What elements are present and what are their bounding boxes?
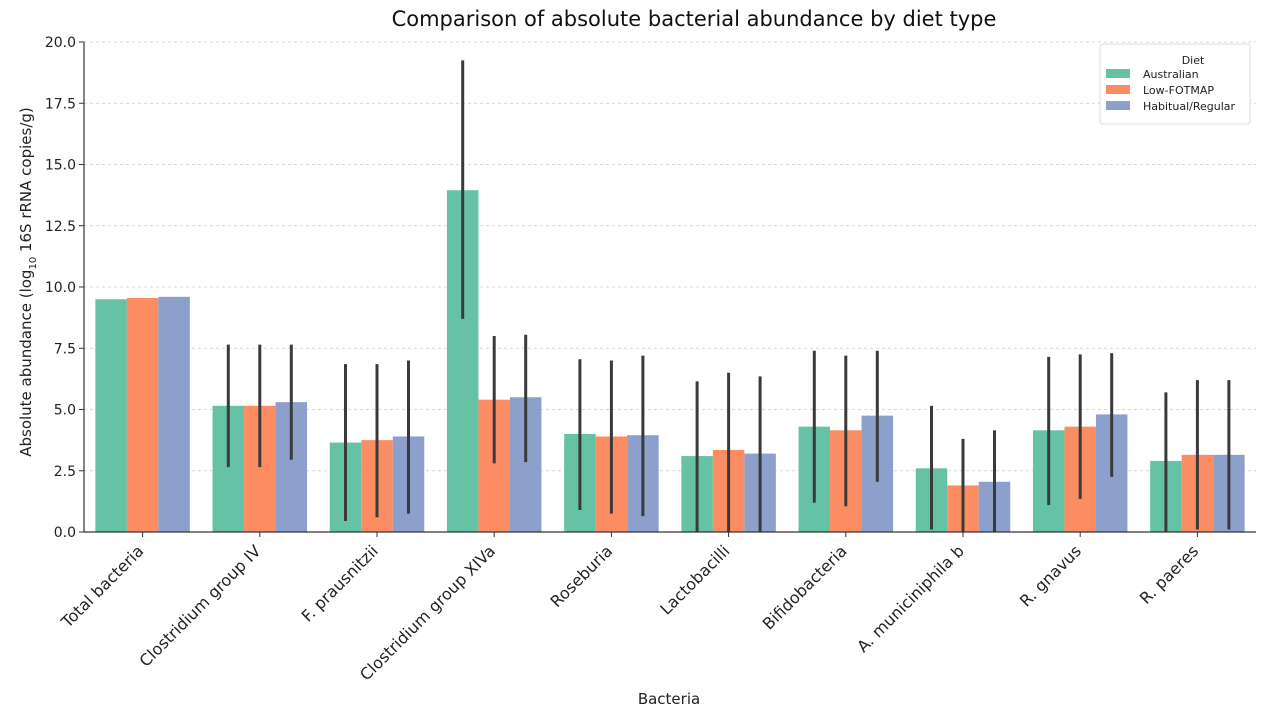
y-tick-label: 17.5	[45, 96, 76, 112]
error-bars	[226, 60, 1231, 532]
y-tick-label: 0.0	[54, 525, 76, 541]
legend-swatch	[1106, 85, 1130, 94]
bar	[126, 298, 159, 532]
y-tick-label: 20.0	[45, 35, 76, 51]
bar	[158, 296, 190, 532]
legend-title: Diet	[1182, 54, 1205, 67]
y-axis-label-rest: 16S rRNA copies/g)	[17, 107, 35, 257]
y-tick-labels: 0.0 2.5 5.0 7.5 10.0 12.5 15.0 17.5 20.0	[45, 35, 84, 541]
bar	[95, 299, 127, 532]
y-tick-label: 2.5	[54, 464, 76, 480]
y-axis-label-main: Absolute abundance (log	[17, 270, 35, 457]
legend-swatch	[1106, 101, 1130, 110]
y-tick-label: 5.0	[54, 403, 76, 419]
y-axis-label-subscript: 10	[28, 257, 39, 270]
legend-label: Australian	[1143, 68, 1199, 81]
x-tick-label: Roseburia	[547, 541, 617, 611]
x-axis-label: Bacteria	[638, 690, 700, 708]
x-tick-label: Total bacteria	[57, 541, 148, 632]
y-axis-label: Absolute abundance (log10 16S rRNA copie…	[17, 107, 39, 457]
legend-swatch	[1106, 69, 1130, 78]
x-tick-label: Bifidobacteria	[759, 541, 851, 633]
y-tick-label: 7.5	[54, 341, 76, 357]
legend-label: Habitual/Regular	[1143, 100, 1236, 113]
x-tick-label: A. municiniphila b	[853, 541, 968, 656]
bars	[95, 190, 1245, 532]
x-tick-label: Clostridium group XIVa	[356, 541, 499, 684]
y-tick-label: 12.5	[45, 219, 76, 235]
y-tick-label: 10.0	[45, 280, 76, 296]
x-tick-label: F. prausnitzii	[298, 541, 382, 625]
x-tick-label: Lactobacilli	[656, 541, 733, 618]
chart-title: Comparison of absolute bacterial abundan…	[392, 7, 997, 31]
y-tick-label: 15.0	[45, 158, 76, 174]
legend-label: Low-FOTMAP	[1143, 84, 1214, 97]
legend-items: Australian Low-FOTMAP Habitual/Regular	[1106, 68, 1236, 113]
x-tick-label: R. gnavus	[1016, 541, 1085, 610]
legend-frame	[1099, 43, 1251, 125]
x-tick-label: Clostridium group IV	[135, 541, 264, 670]
x-tick-label: R. paeres	[1136, 541, 1202, 607]
legend: Diet Australian Low-FOTMAP Habitual/Regula…	[1099, 43, 1251, 125]
